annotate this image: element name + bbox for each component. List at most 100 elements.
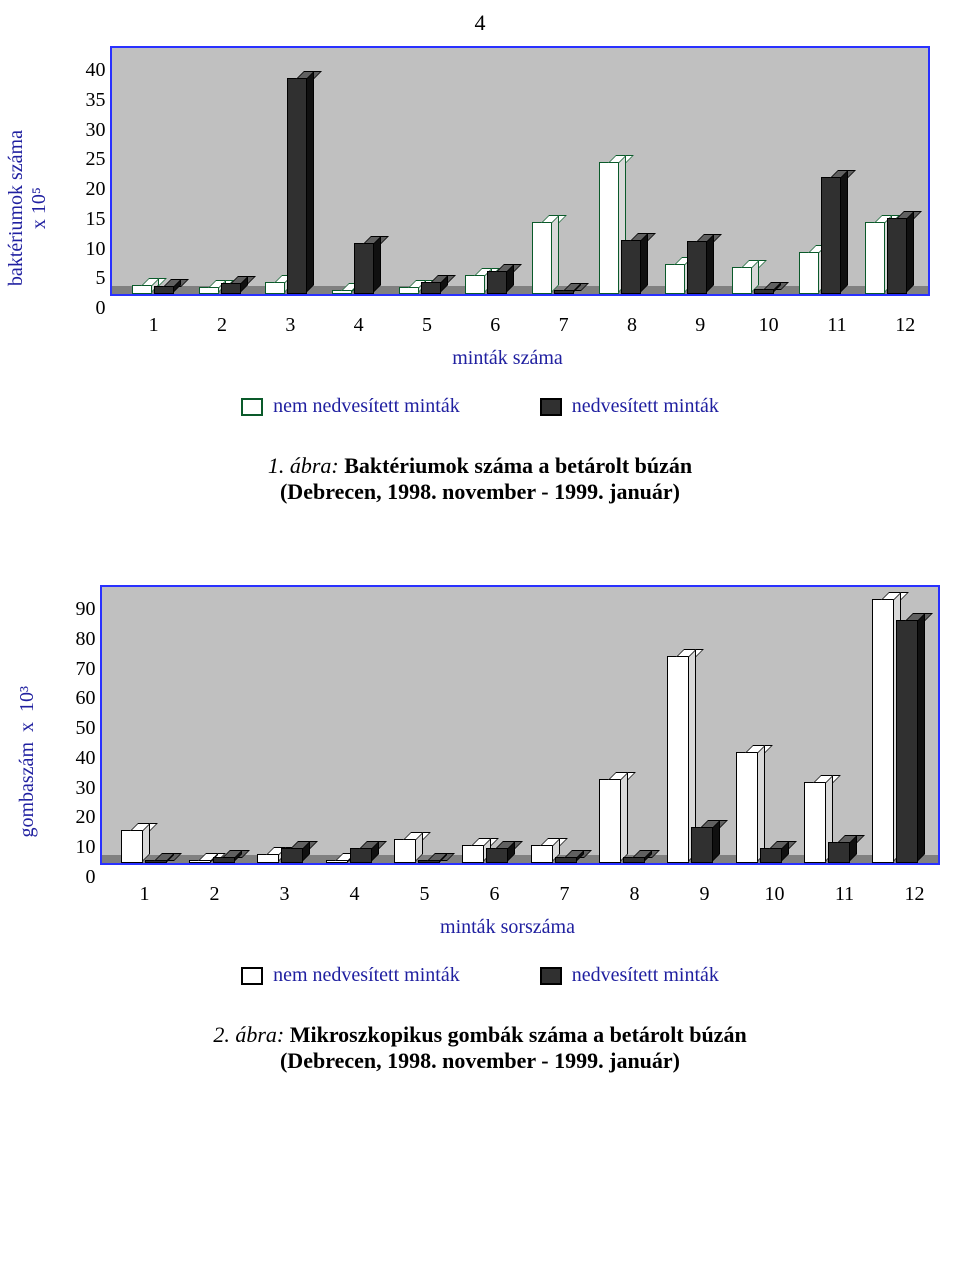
x-tick: 12	[880, 883, 950, 906]
bar-series-a	[462, 845, 484, 863]
bar-group	[178, 857, 246, 863]
chart-2: gombaszám x 10³9080706050403020100123456…	[0, 585, 960, 1074]
bar-group	[586, 162, 653, 294]
plot-area	[100, 585, 940, 865]
x-tick: 10	[734, 314, 802, 337]
bar-series-b	[354, 243, 374, 294]
x-tick: 2	[180, 883, 250, 906]
y-tick: 40	[76, 748, 96, 768]
bar-series-a	[732, 267, 752, 294]
bar-group	[386, 282, 453, 294]
bar-series-a	[532, 222, 552, 294]
caption-prefix: 2. ábra:	[213, 1022, 284, 1047]
bar-group	[656, 656, 724, 863]
legend-label: nedvesített minták	[572, 964, 719, 987]
y-tick: 25	[86, 149, 106, 169]
bar-series-a	[399, 287, 419, 294]
legend-swatch	[241, 967, 263, 985]
bar-series-b	[486, 848, 508, 863]
bar-series-a	[132, 285, 152, 294]
caption-subtitle: (Debrecen, 1998. november - 1999. január…	[0, 1048, 960, 1074]
plot-area	[110, 46, 930, 296]
y-tick: 90	[76, 599, 96, 619]
bar-group	[720, 267, 787, 294]
y-axis-label: baktériumok száma x 10⁵	[5, 130, 51, 286]
bar-series-a	[531, 845, 553, 863]
y-tick: 30	[76, 778, 96, 798]
bar-group	[588, 779, 656, 863]
bar-group	[786, 177, 853, 294]
bar-series-b	[623, 857, 645, 863]
x-tick: 8	[598, 314, 666, 337]
bar-series-b	[887, 218, 907, 294]
legend-item: nedvesített minták	[540, 395, 719, 418]
bar-series-b	[221, 283, 241, 294]
legend-item: nedvesített minták	[540, 964, 719, 987]
y-tick: 10	[76, 837, 96, 857]
legend-label: nem nedvesített minták	[273, 395, 460, 418]
chart-right: 4035302520151050123456789101112minták sz…	[55, 46, 960, 370]
y-tick: 60	[76, 688, 96, 708]
figure-caption: 1. ábra: Baktériumok száma a betárolt bú…	[0, 453, 960, 505]
x-tick: 11	[810, 883, 880, 906]
x-tick: 7	[529, 314, 597, 337]
bar-group	[110, 830, 178, 863]
legend-label: nem nedvesített minták	[273, 964, 460, 987]
bar-series-a	[872, 599, 894, 863]
y-tick: 40	[86, 60, 106, 80]
x-tick: 11	[803, 314, 871, 337]
page-number: 4	[475, 0, 486, 46]
x-tick: 7	[530, 883, 600, 906]
x-tick: 5	[390, 883, 460, 906]
bar-group	[451, 845, 519, 863]
bar-series-b	[821, 177, 841, 294]
bar-series-b	[145, 860, 167, 863]
bar-series-b	[896, 620, 918, 863]
bars-row	[112, 78, 928, 294]
legend-swatch	[241, 398, 263, 416]
x-tick: 6	[461, 314, 529, 337]
bar-group	[120, 285, 187, 294]
plot-row: 4035302520151050	[86, 46, 930, 308]
legend-item: nem nedvesített minták	[241, 964, 460, 987]
x-tick: 9	[666, 314, 734, 337]
legend-swatch	[540, 398, 562, 416]
bar-series-b	[213, 857, 235, 863]
y-tick: 70	[76, 659, 96, 679]
chart-block: baktériumok száma x 10⁵40353025201510501…	[0, 46, 960, 370]
figure-caption: 2. ábra: Mikroszkopikus gombák száma a b…	[0, 1022, 960, 1074]
x-tick: 8	[600, 883, 670, 906]
bars-row	[102, 599, 938, 863]
y-tick: 30	[86, 120, 106, 140]
bar-group	[186, 283, 253, 294]
legend-label: nedvesített minták	[572, 395, 719, 418]
x-tick: 3	[250, 883, 320, 906]
y-tick: 0	[86, 298, 106, 318]
x-axis-label: minták száma	[452, 347, 563, 370]
bar-series-b	[154, 286, 174, 294]
charts-container: baktériumok száma x 10⁵40353025201510501…	[0, 46, 960, 1074]
bar-series-a	[736, 752, 758, 863]
bar-series-a	[799, 252, 819, 294]
y-ticks: 9080706050403020100	[76, 585, 100, 877]
bar-group	[246, 848, 314, 863]
bar-series-b	[287, 78, 307, 294]
chart-right: 9080706050403020100123456789101112minták…	[55, 585, 960, 939]
bar-group	[520, 222, 587, 294]
bar-series-a	[465, 275, 485, 294]
bar-series-b	[691, 827, 713, 863]
caption-title: Baktériumok száma a betárolt búzán	[339, 453, 692, 478]
bar-group	[253, 78, 320, 294]
bar-series-a	[199, 287, 219, 294]
y-axis-label: gombaszám x 10³	[16, 686, 39, 838]
bar-group	[383, 839, 451, 863]
bar-series-b	[418, 860, 440, 863]
x-tick: 3	[256, 314, 324, 337]
x-tick: 1	[120, 314, 188, 337]
bar-group	[793, 782, 861, 863]
bar-series-a	[599, 162, 619, 294]
y-tick: 5	[86, 268, 106, 288]
bar-series-b	[687, 241, 707, 294]
x-tick: 4	[320, 883, 390, 906]
x-tick: 9	[670, 883, 740, 906]
